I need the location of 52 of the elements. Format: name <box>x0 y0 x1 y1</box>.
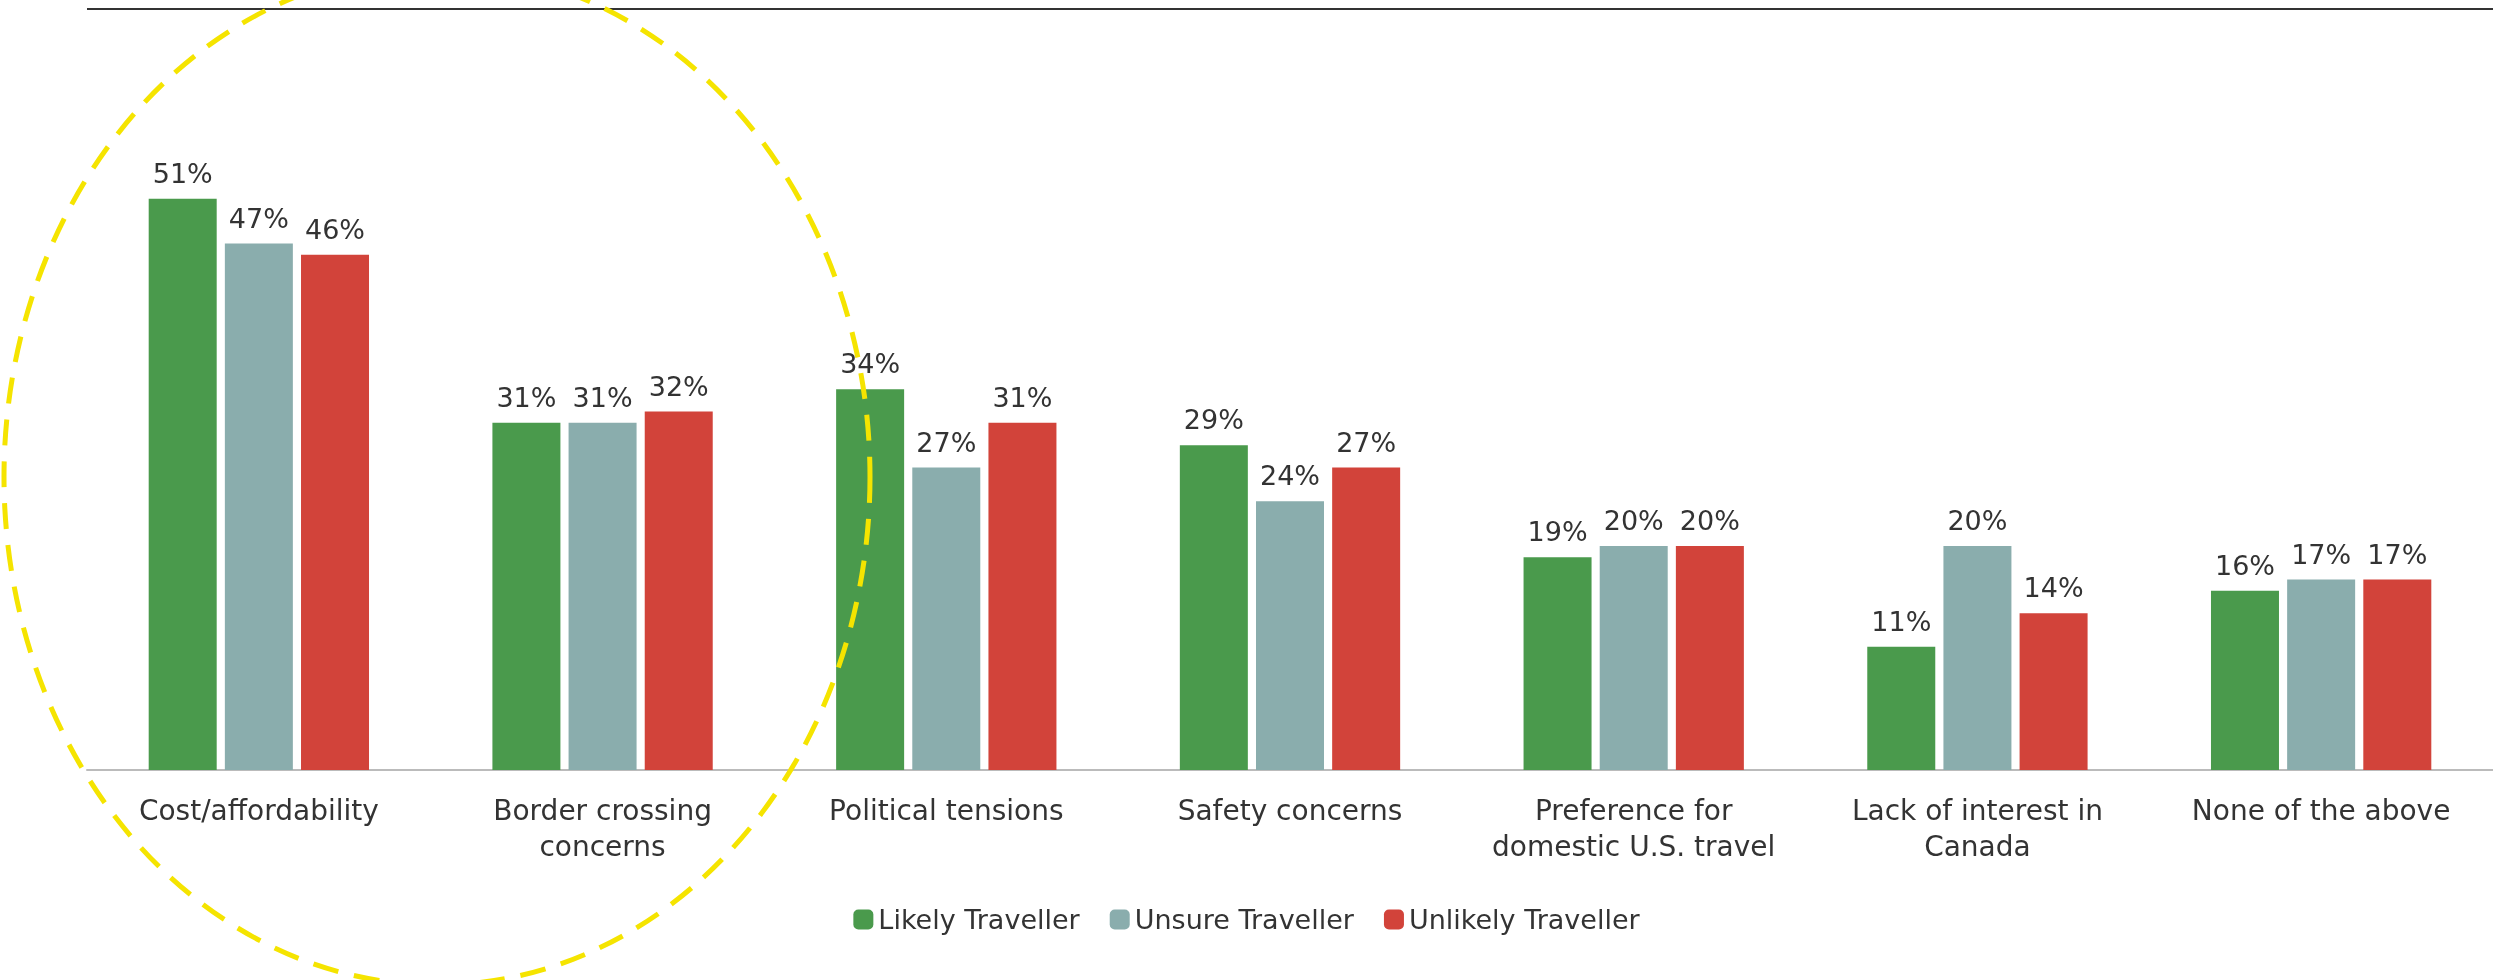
data-label: 16% <box>2214 549 2275 581</box>
legend-label: Unsure Traveller <box>1134 904 1355 935</box>
legend-label: Likely Traveller <box>878 904 1081 935</box>
bar <box>1179 445 1248 770</box>
bar <box>568 422 637 770</box>
bar <box>301 254 370 770</box>
x-tick-label: None of the above <box>2191 793 2451 827</box>
legend-label: Unlikely Traveller <box>1408 904 1641 935</box>
data-label: 19% <box>1527 516 1588 548</box>
data-label: 31% <box>572 381 633 413</box>
data-label: 17% <box>2291 538 2352 570</box>
data-label: 24% <box>1259 460 1321 492</box>
data-label: 32% <box>648 370 709 402</box>
data-label: 34% <box>840 348 901 380</box>
data-label: 27% <box>1336 426 1397 458</box>
data-label: 14% <box>2023 572 2084 604</box>
bar <box>148 198 217 770</box>
bar <box>492 422 561 770</box>
data-label: 17% <box>2367 538 2428 570</box>
bar <box>1943 546 2012 770</box>
data-label: 20% <box>1947 505 2008 536</box>
bar <box>1867 646 1936 770</box>
bar <box>1332 467 1401 770</box>
data-label: 51% <box>152 157 213 189</box>
data-label: 47% <box>228 202 289 234</box>
data-label: 31% <box>992 381 1053 413</box>
x-tick-label: Cost/affordability <box>138 793 379 827</box>
bar <box>644 411 713 770</box>
bar <box>912 467 981 770</box>
data-label: 11% <box>1871 605 1932 637</box>
bar <box>2210 590 2279 770</box>
bar <box>836 389 905 770</box>
bar <box>1256 501 1324 770</box>
bar <box>1599 546 1668 770</box>
x-tick-label: Safety concerns <box>1177 793 1403 827</box>
bar <box>1523 557 1592 770</box>
bar <box>2287 579 2356 770</box>
bar <box>1675 546 1744 770</box>
bar <box>224 243 293 770</box>
x-tick-label: Border crossing concerns <box>493 793 712 863</box>
data-label: 46% <box>305 213 366 245</box>
bar <box>988 422 1057 770</box>
data-label: 27% <box>916 426 977 458</box>
x-tick-label: Preference for domestic U.S. travel <box>1492 793 1776 863</box>
data-label: 20% <box>1679 505 1740 536</box>
data-label: 29% <box>1183 404 1244 436</box>
data-label: 20% <box>1603 505 1664 536</box>
bar <box>2363 579 2432 770</box>
data-label: 31% <box>496 381 557 413</box>
bar <box>2019 613 2088 770</box>
x-tick-label: Lack of interest in Canada <box>1851 793 2103 863</box>
x-tick-label: Political tensions <box>829 793 1064 827</box>
